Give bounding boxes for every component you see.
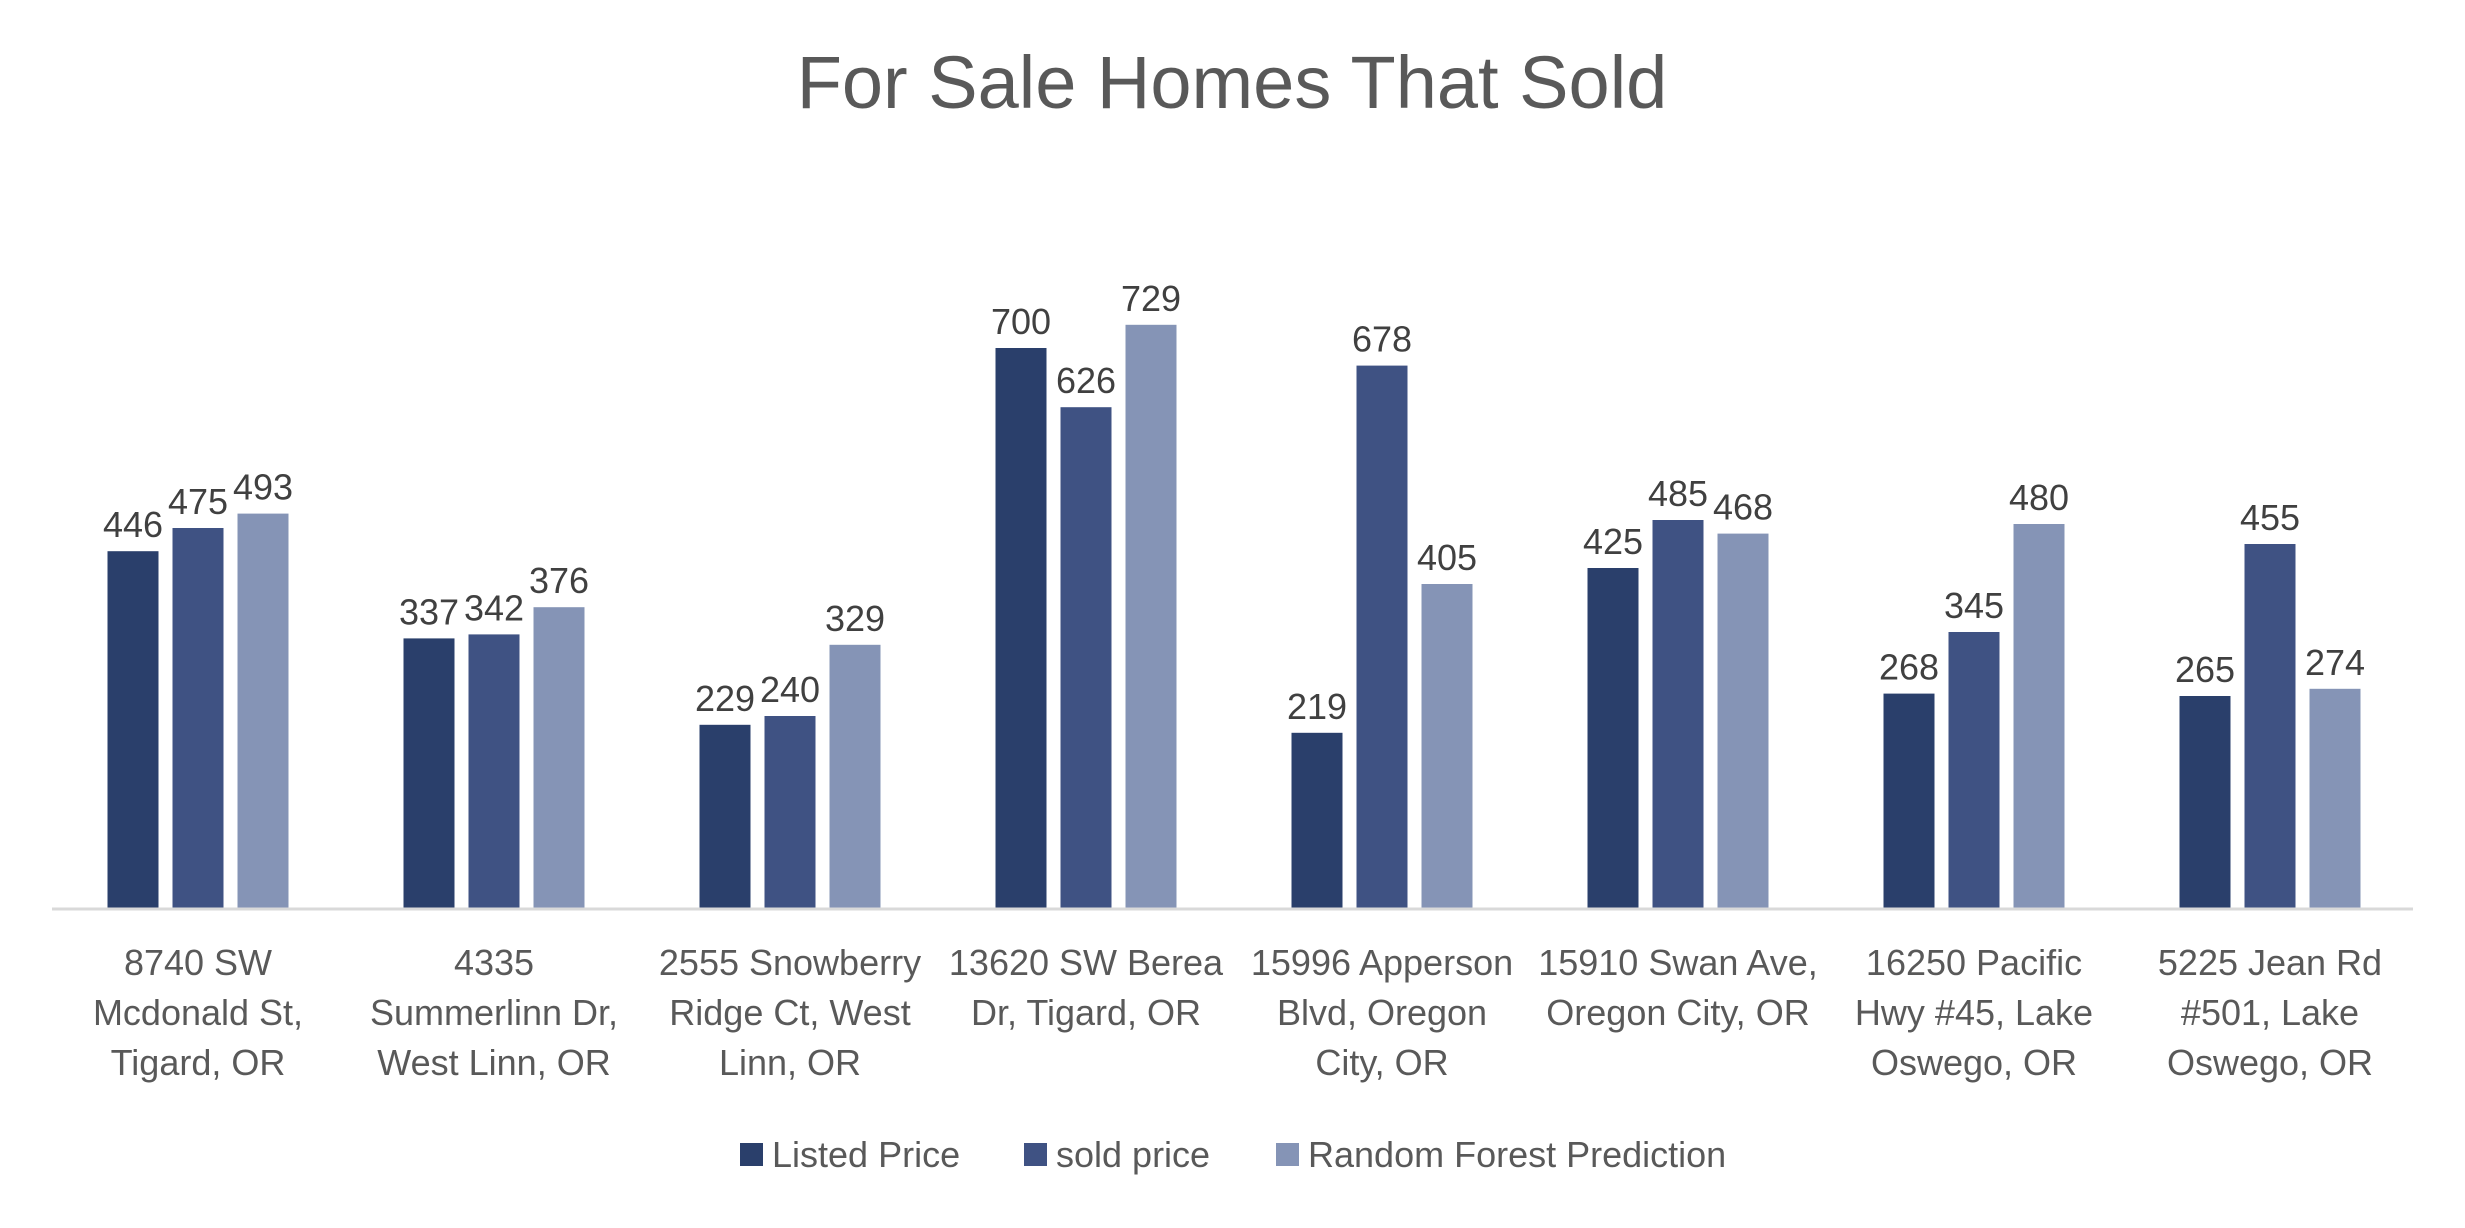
- bar-2-1: [172, 528, 224, 908]
- data-label-3-2: 376: [529, 560, 589, 601]
- category-label-line: 15996 Apperson: [1251, 942, 1513, 983]
- bar-2-5: [1356, 365, 1408, 909]
- data-label-3-5: 405: [1417, 537, 1477, 578]
- data-label-1-7: 268: [1879, 647, 1939, 688]
- bar-3-6: [1717, 533, 1769, 908]
- data-label-1-4: 700: [991, 301, 1051, 342]
- bar-1-7: [1883, 693, 1935, 908]
- category-label-line: 16250 Pacific: [1866, 942, 2082, 983]
- category-label-7: 16250 Pacific Hwy #45, Lake Oswego, OR: [1855, 942, 2093, 1083]
- data-label-3-8: 274: [2305, 642, 2365, 683]
- category-label-2: 4335 Summerlinn Dr, West Linn, OR: [370, 942, 618, 1083]
- legend-item-1: Listed Price: [740, 1134, 960, 1175]
- category-label-line: 4335: [454, 942, 534, 983]
- data-label-1-6: 425: [1583, 521, 1643, 562]
- data-label-3-6: 468: [1713, 487, 1773, 528]
- data-label-2-1: 475: [168, 481, 228, 522]
- data-label-3-3: 329: [825, 598, 885, 639]
- legend-label-3: Random Forest Prediction: [1308, 1134, 1726, 1175]
- data-label-2-2: 342: [464, 587, 524, 628]
- category-label-line: Oregon City, OR: [1546, 992, 1809, 1033]
- category-label-line: Ridge Ct, West: [669, 992, 910, 1033]
- category-label-line: Linn, OR: [719, 1042, 861, 1083]
- bar-2-8: [2244, 544, 2296, 908]
- data-label-1-3: 229: [695, 678, 755, 719]
- category-label-line: 13620 SW Berea: [949, 942, 1224, 983]
- bar-1-8: [2179, 696, 2231, 908]
- bar-2-4: [1060, 407, 1112, 908]
- bars-layer: [107, 324, 2361, 909]
- legend-swatch-3: [1276, 1143, 1299, 1166]
- category-label-8: 5225 Jean Rd #501, Lake Oswego, OR: [2158, 942, 2382, 1083]
- category-label-6: 15910 Swan Ave, Oregon City, OR: [1538, 942, 1818, 1033]
- bar-3-4: [1125, 324, 1177, 908]
- data-label-2-3: 240: [760, 669, 820, 710]
- category-label-line: West Linn, OR: [377, 1042, 610, 1083]
- chart-title: For Sale Homes That Sold: [797, 41, 1668, 124]
- category-label-line: 15910 Swan Ave,: [1538, 942, 1818, 983]
- bar-1-1: [107, 551, 159, 908]
- category-label-1: 8740 SW Mcdonald St, Tigard, OR: [93, 942, 303, 1083]
- bar-3-8: [2309, 688, 2361, 908]
- bar-1-2: [403, 638, 455, 908]
- data-label-1-8: 265: [2175, 649, 2235, 690]
- category-label-line: 2555 Snowberry: [659, 942, 921, 983]
- bar-3-1: [237, 513, 289, 908]
- data-label-3-1: 493: [233, 467, 293, 508]
- legend-swatch-1: [740, 1143, 763, 1166]
- data-label-1-5: 219: [1287, 686, 1347, 727]
- category-label-line: City, OR: [1315, 1042, 1448, 1083]
- category-labels-layer: 8740 SW Mcdonald St, Tigard, OR 4335 Summerl…: [93, 942, 2382, 1083]
- data-label-2-5: 678: [1352, 319, 1412, 360]
- category-label-3: 2555 Snowberry Ridge Ct, West Linn, OR: [659, 942, 921, 1083]
- bar-3-7: [2013, 524, 2065, 908]
- legend-swatch-2: [1024, 1143, 1047, 1166]
- category-label-line: Dr, Tigard, OR: [971, 992, 1201, 1033]
- data-label-1-1: 446: [103, 504, 163, 545]
- category-label-line: Hwy #45, Lake: [1855, 992, 2093, 1033]
- bar-1-3: [699, 724, 751, 908]
- legend-item-2: sold price: [1024, 1134, 1210, 1175]
- data-label-3-7: 480: [2009, 477, 2069, 518]
- bar-2-7: [1948, 632, 2000, 908]
- category-label-line: Blvd, Oregon: [1277, 992, 1487, 1033]
- category-label-5: 15996 Apperson Blvd, Oregon City, OR: [1251, 942, 1513, 1083]
- legend-item-3: Random Forest Prediction: [1276, 1134, 1726, 1175]
- category-label-line: Mcdonald St,: [93, 992, 303, 1033]
- legend: Listed Price sold price Random Forest Pred…: [740, 1134, 1726, 1175]
- bar-2-2: [468, 634, 520, 908]
- legend-label-2: sold price: [1056, 1134, 1210, 1175]
- category-label-line: Oswego, OR: [1871, 1042, 2077, 1083]
- legend-label-1: Listed Price: [772, 1134, 960, 1175]
- category-label-line: Oswego, OR: [2167, 1042, 2373, 1083]
- data-label-2-7: 345: [1944, 585, 2004, 626]
- category-label-line: 8740 SW: [124, 942, 272, 983]
- bar-3-5: [1421, 584, 1473, 908]
- bar-3-2: [533, 607, 585, 908]
- bar-1-4: [995, 348, 1047, 908]
- bar-2-3: [764, 716, 816, 908]
- bar-2-6: [1652, 520, 1704, 908]
- data-label-2-6: 485: [1648, 473, 1708, 514]
- data-label-3-4: 729: [1121, 278, 1181, 319]
- category-label-line: Summerlinn Dr,: [370, 992, 618, 1033]
- bar-1-6: [1587, 568, 1639, 908]
- data-label-2-4: 626: [1056, 360, 1116, 401]
- bar-1-5: [1291, 732, 1343, 908]
- category-label-line: Tigard, OR: [111, 1042, 286, 1083]
- data-label-1-2: 337: [399, 591, 459, 632]
- data-label-2-8: 455: [2240, 497, 2300, 538]
- category-label-line: 5225 Jean Rd: [2158, 942, 2382, 983]
- bar-3-3: [829, 644, 881, 908]
- category-label-4: 13620 SW Berea Dr, Tigard, OR: [949, 942, 1224, 1033]
- category-label-line: #501, Lake: [2181, 992, 2359, 1033]
